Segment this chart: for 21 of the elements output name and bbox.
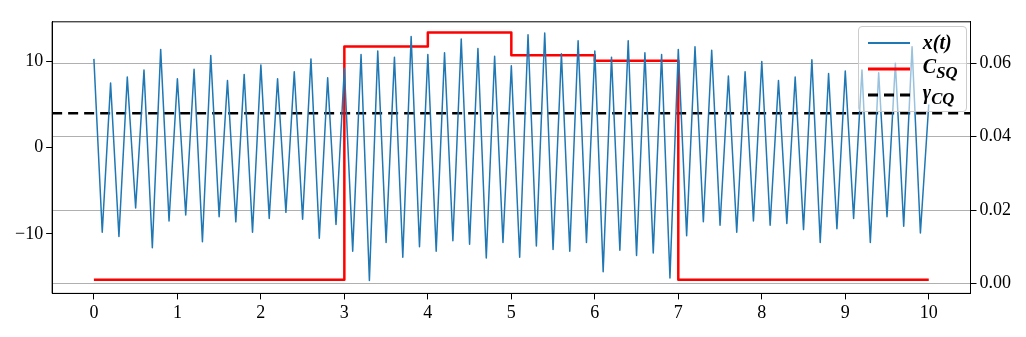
y2-tick-label: 0.04 <box>979 125 1011 146</box>
x-tick-label: 0 <box>89 301 99 322</box>
y2-tick-label: 0.02 <box>979 198 1011 219</box>
x-tick-label: 3 <box>339 301 349 322</box>
legend-label: γ$_{CQ}$ <box>922 80 955 109</box>
y2-tick-label: 0.06 <box>979 52 1011 73</box>
y-tick-label: 10 <box>25 50 44 71</box>
x-tick-label: 10 <box>919 301 938 322</box>
legend-label: x(t) <box>922 31 952 55</box>
x-tick-label: 1 <box>172 301 182 322</box>
x-tick-label: 2 <box>256 301 266 322</box>
y-tick-label: 0 <box>34 136 44 157</box>
x-tick-label: 8 <box>757 301 767 322</box>
x-tick-label: 9 <box>840 301 850 322</box>
x-tick-label: 7 <box>673 301 683 322</box>
y-tick-label: −10 <box>15 222 44 243</box>
x-tick-label: 5 <box>506 301 516 322</box>
x-tick-label: 4 <box>423 301 433 322</box>
x-tick-label: 6 <box>590 301 600 322</box>
y2-tick-label: 0.00 <box>979 272 1011 293</box>
legend-label: C$_{SQ}$ <box>922 54 958 82</box>
